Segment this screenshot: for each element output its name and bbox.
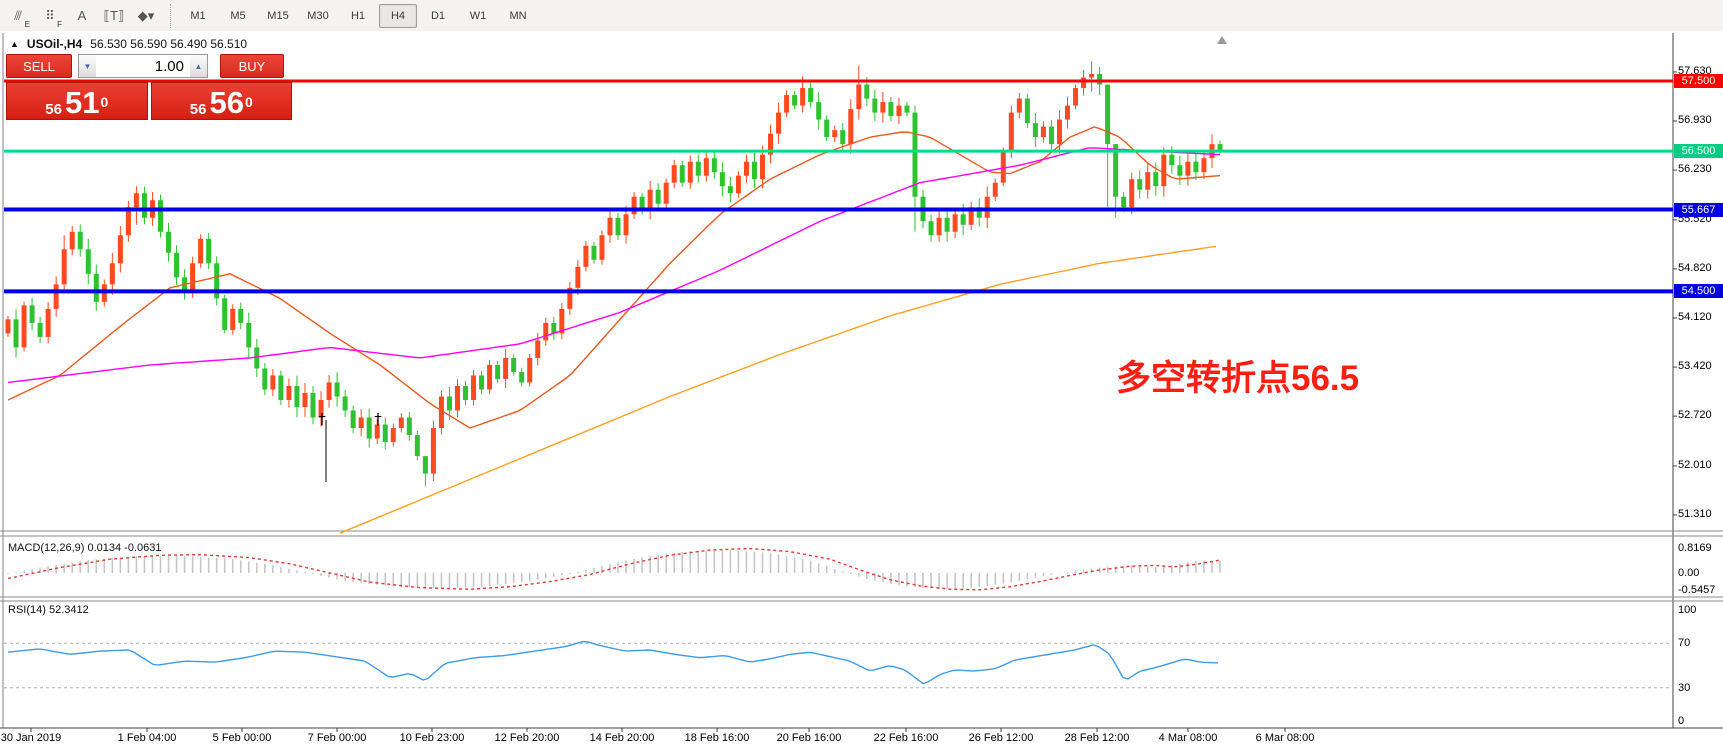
price-level-tag: 57.500	[1674, 74, 1723, 89]
timeframe-button-m30[interactable]: M30	[307, 9, 329, 22]
rsi-axis-label: 100	[1678, 604, 1697, 616]
time-tick-label: 4 Mar 08:00	[1158, 732, 1218, 744]
time-tick-label: 14 Feb 20:00	[589, 732, 655, 744]
bid-price-panel[interactable]: 56 51 0	[6, 82, 148, 120]
macd-axis-label: 0.8169	[1678, 542, 1712, 554]
chart-window[interactable]: † † ▲ USOil-,H4 56.530 56.590 56.490 56.5…	[0, 31, 1723, 750]
trade-marker-icon: †	[374, 410, 382, 428]
bid-integer: 56	[45, 101, 62, 118]
price-level-tag: 56.500	[1674, 144, 1723, 159]
time-tick-label: 28 Feb 12:00	[1064, 732, 1130, 744]
fibonacci-icon[interactable]: ⠿ F	[45, 7, 62, 29]
macd-axis-label: -0.5457	[1678, 584, 1716, 596]
ma-mid-line	[7, 147, 1221, 384]
time-tick-label: 22 Feb 16:00	[873, 732, 939, 744]
time-tick-label: 26 Feb 12:00	[968, 732, 1034, 744]
rsi-axis-label: 70	[1678, 637, 1691, 650]
time-tick-label: 5 Feb 00:00	[212, 732, 272, 744]
arrows-icon[interactable]: ◆▾	[137, 7, 155, 23]
rsi-axis-label: 0	[1678, 715, 1685, 727]
chart-title-row: ▲ USOil-,H4 56.530 56.590 56.490 56.510	[10, 37, 247, 51]
chart-annotation-text[interactable]: 多空转折点56.5	[1116, 359, 1360, 398]
price-level-tag: 54.500	[1674, 284, 1723, 299]
spinner-down-icon: ▼	[83, 61, 92, 71]
timeframe-button-mn[interactable]: MN	[509, 9, 527, 22]
time-tick-label: 1 Feb 04:00	[117, 732, 177, 744]
ma-fast-line	[7, 126, 1221, 429]
price-tick-label: 52.010	[1678, 458, 1712, 471]
ask-pips: 56	[209, 85, 244, 121]
bid-point: 0	[100, 94, 109, 110]
price-tick-label: 52.720	[1678, 409, 1712, 422]
ohlc-quotes: 56.530 56.590 56.490 56.510	[90, 37, 248, 51]
ma-slow-line	[339, 245, 1217, 534]
one-click-trade-panel: SELL ▼ 1.00 ▲ BUY 56 51 0 56 56 0	[6, 54, 292, 120]
bid-pips: 51	[64, 85, 100, 121]
price-tick-label: 56.230	[1678, 163, 1712, 176]
ask-point: 0	[244, 94, 253, 110]
price-tick-label: 53.420	[1678, 360, 1712, 373]
price-tick-label: 54.120	[1678, 310, 1712, 323]
text-box-icon[interactable]: ⟦T⟧	[103, 7, 125, 23]
chart-shift-marker-icon[interactable]	[1217, 36, 1227, 44]
timeframe-button-m5[interactable]: M5	[230, 9, 246, 22]
toolbar-separator	[170, 3, 172, 28]
timeframe-button-d1[interactable]: D1	[430, 9, 446, 22]
ask-price-panel[interactable]: 56 56 0	[150, 82, 292, 121]
rsi-axis-label: 30	[1678, 681, 1691, 694]
text-label-icon[interactable]: A	[77, 8, 87, 23]
timeframe-toolbar: M1 M5 M15 M30 H1 H4 D1 W1 MN	[178, 3, 538, 28]
price-tick-label: 51.310	[1678, 507, 1712, 520]
price-tick-label: 56.930	[1678, 114, 1712, 126]
time-tick-label: 7 Feb 00:00	[307, 732, 367, 744]
timeframe-button-m15[interactable]: M15	[267, 9, 289, 22]
collapse-arrow-icon[interactable]: ▲	[10, 39, 19, 49]
chart-canvas[interactable]: † †	[0, 31, 1723, 750]
top-toolbar: ⫻ E ⠿ F A ⟦T⟧ ◆▾ M1 M5 M15 M30 H1 H4 D1 W1 MN	[0, 0, 1723, 32]
volume-input[interactable]: 1.00	[96, 54, 190, 78]
price-tick-label: 57.630	[1678, 64, 1712, 77]
spinner-up-icon: ▲	[194, 61, 203, 71]
time-tick-label: 10 Feb 23:00	[399, 732, 465, 744]
time-tick-label: 6 Mar 08:00	[1255, 732, 1315, 744]
time-tick-label: 20 Feb 16:00	[776, 732, 842, 744]
volume-increase-button[interactable]: ▲	[190, 54, 208, 78]
buy-button[interactable]: BUY	[220, 54, 284, 78]
timeframe-button-h1[interactable]: H1	[350, 9, 366, 22]
time-tick-label: 12 Feb 20:00	[494, 732, 560, 744]
timeframe-button-h4[interactable]: H4	[379, 3, 417, 28]
macd-axis-label: 0.00	[1678, 567, 1700, 579]
price-tick-label: 54.820	[1678, 261, 1712, 274]
macd-label: MACD(12,26,9) 0.0134 -0.0631	[8, 542, 162, 554]
volume-decrease-button[interactable]: ▼	[78, 54, 96, 78]
draw-channel-icon[interactable]: ⫻ E	[14, 7, 30, 29]
symbol-name: USOil-,H4	[26, 37, 83, 51]
trade-marker-icon: †	[318, 410, 326, 428]
rsi-label: RSI(14) 52.3412	[8, 604, 89, 616]
timeframe-button-m1[interactable]: M1	[190, 9, 206, 22]
ask-integer: 56	[189, 101, 207, 118]
timeframe-button-w1[interactable]: W1	[469, 9, 487, 22]
time-tick-label: 18 Feb 16:00	[684, 732, 750, 744]
drawing-tools-group: ⫻ E ⠿ F A ⟦T⟧ ◆▾	[0, 3, 160, 29]
time-tick-label: 30 Jan 2019	[0, 732, 62, 744]
price-level-tag: 55.667	[1674, 202, 1723, 217]
sell-button[interactable]: SELL	[6, 54, 72, 78]
